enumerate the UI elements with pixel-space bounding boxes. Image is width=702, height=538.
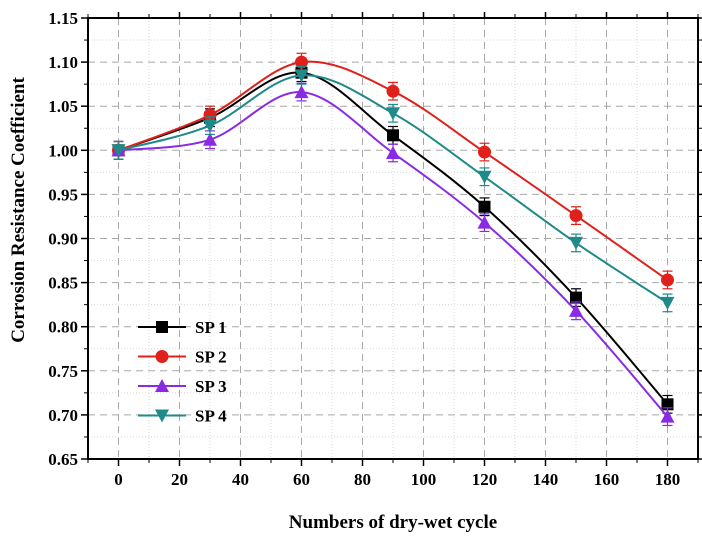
- legend-label: SP 2: [195, 348, 227, 367]
- data-point: [203, 108, 217, 122]
- data-point: [569, 209, 583, 223]
- grid-lines: [87, 18, 699, 459]
- legend-label: SP 1: [195, 318, 227, 337]
- legend-label: SP 4: [195, 407, 227, 426]
- data-point: [386, 84, 400, 98]
- x-tick-label: 80: [354, 470, 371, 489]
- y-axis-title: Corrosion Resistance Coefficient: [8, 77, 29, 343]
- data-point: [661, 273, 674, 287]
- data-point: [386, 145, 400, 159]
- data-point: [660, 296, 675, 310]
- data-point: [478, 145, 491, 159]
- y-tick-label: 0.80: [48, 318, 78, 337]
- data-point: [660, 409, 675, 423]
- legend-marker: [155, 409, 169, 423]
- x-tick-label: 180: [655, 470, 681, 489]
- legend: SP 1 SP 2 SP 3 SP 4: [138, 318, 227, 426]
- y-tick-label: 0.65: [48, 450, 78, 469]
- data-point: [478, 200, 491, 213]
- legend-marker: [156, 321, 168, 333]
- y-tick-label: 1.00: [48, 141, 78, 160]
- data-point: [477, 170, 492, 184]
- y-tick-label: 0.95: [48, 185, 78, 204]
- data-point: [569, 303, 583, 317]
- data-point: [569, 236, 583, 250]
- x-tick-label: 40: [232, 470, 249, 489]
- x-tick-label: 20: [171, 470, 188, 489]
- data-point: [387, 129, 399, 142]
- legend-item: SP 4: [138, 407, 227, 426]
- x-tick-label: 60: [293, 470, 310, 489]
- data-point: [203, 119, 217, 133]
- legend-label: SP 3: [195, 377, 227, 396]
- legend-marker: [155, 350, 169, 363]
- data-point: [386, 107, 400, 121]
- y-tick-label: 0.70: [48, 406, 78, 425]
- y-tick-label: 0.90: [48, 230, 78, 249]
- x-tick-label: 0: [114, 470, 123, 489]
- y-tick-label: 1.15: [48, 9, 78, 28]
- axis-ticks: 0 20 40 60 80 100 120 140 160 180 0.65 0.70 0.75 0.80…: [48, 9, 702, 489]
- x-tick-label: 160: [594, 470, 620, 489]
- legend-item: SP 1: [138, 318, 227, 337]
- series-sp-4: [111, 65, 675, 313]
- y-tick-label: 1.10: [48, 53, 78, 72]
- data-point: [294, 85, 309, 99]
- y-tick-label: 0.85: [48, 274, 78, 293]
- x-axis-title: Numbers of dry-wet cycle: [289, 512, 497, 533]
- y-tick-label: 0.75: [48, 362, 78, 381]
- x-tick-label: 140: [533, 470, 559, 489]
- legend-item: SP 2: [138, 348, 227, 367]
- series-layer: [111, 52, 675, 427]
- data-point: [111, 144, 126, 158]
- x-tick-label: 100: [411, 470, 437, 489]
- legend-marker: [155, 379, 169, 392]
- legend-item: SP 3: [138, 377, 227, 396]
- data-point: [570, 291, 582, 304]
- data-point: [295, 55, 308, 69]
- x-tick-label: 120: [472, 470, 498, 489]
- series-sp-3: [111, 82, 675, 427]
- data-point: [477, 215, 492, 229]
- data-point: [203, 132, 217, 146]
- y-tick-label: 1.05: [48, 97, 78, 116]
- data-point: [294, 69, 309, 83]
